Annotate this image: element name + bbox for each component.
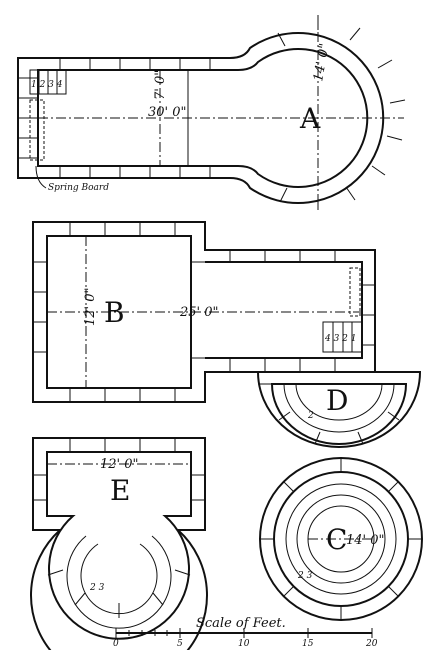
- plan-c-steps: 2 3: [297, 571, 313, 581]
- scale-tick-15: 15: [302, 639, 314, 649]
- plan-a-length: 30' 0": [148, 105, 187, 120]
- plan-e: 12' 0" E 2 3: [30, 437, 208, 650]
- plan-b-label: B: [104, 296, 125, 329]
- scale-title: Scale of Feet.: [196, 616, 286, 631]
- plan-b-steps: 4 3 2 1: [324, 334, 357, 344]
- spring-board-label: Spring Board: [48, 183, 109, 193]
- plan-d: D 2: [256, 371, 422, 448]
- scale-tick-10: 10: [238, 639, 250, 649]
- plan-e-steps: 2 3: [89, 583, 105, 593]
- plan-a-steps: 1 2 3 4: [31, 80, 63, 90]
- plan-a-diameter: 14' 0": [311, 42, 332, 83]
- scale-tick-5: 5: [177, 639, 183, 649]
- plan-e-width: 12' 0": [100, 457, 139, 472]
- plan-c-label: C: [326, 523, 347, 556]
- plan-d-label: D: [326, 384, 348, 417]
- scale-tick-20: 20: [365, 639, 378, 649]
- plan-c-diameter: 14' 0": [346, 533, 385, 548]
- plan-c: C 14' 0" 2 3: [259, 457, 423, 621]
- plan-a-label: A: [299, 102, 321, 135]
- plan-a-width: 7' 0": [153, 70, 168, 100]
- plan-b-width: 12' 0": [83, 288, 98, 327]
- plan-d-steps: 2: [307, 411, 314, 421]
- scale-of-feet: Scale of Feet. 0 5 10 15 20: [113, 616, 378, 649]
- plan-b-length: 25' 0": [179, 305, 219, 320]
- scale-tick-0: 0: [113, 639, 119, 649]
- plan-b: 4 3 2 1 B 25' 0" 12' 0": [32, 221, 376, 403]
- plan-a: 1 2 3 4 30' 0" 7' 0" 14' 0" A Spring Boa…: [17, 15, 406, 210]
- plan-e-label: E: [110, 474, 130, 507]
